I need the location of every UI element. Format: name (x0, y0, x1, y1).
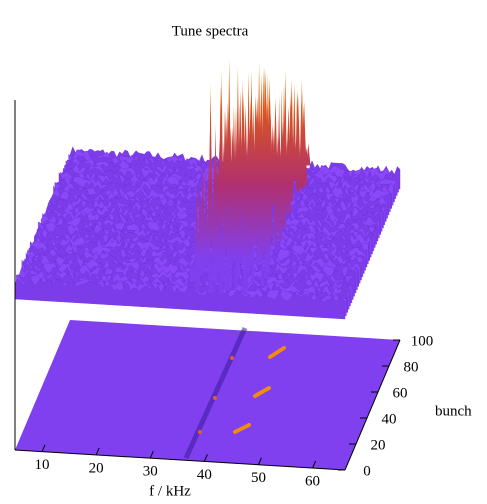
surface-spike (295, 93, 300, 192)
chart-title: Tune spectra (172, 23, 249, 39)
surface-spike (223, 106, 228, 251)
surface-spike (226, 233, 231, 291)
surface-spike (194, 269, 199, 293)
surface-spike (236, 208, 241, 278)
surface-spike (277, 95, 282, 231)
x-tick-label: 50 (251, 470, 266, 486)
surface-spike (208, 84, 213, 240)
y-tick-label: 40 (382, 411, 397, 427)
surface-spike (289, 87, 294, 202)
surface-spike (198, 192, 203, 276)
surface-spike (250, 243, 255, 283)
surface-row (14, 278, 346, 320)
y-tick-label: 80 (404, 359, 419, 375)
surface-spike (267, 107, 272, 240)
x-tick-label: 20 (89, 460, 104, 476)
heatmap-spot (268, 346, 286, 359)
y-tick-label: 0 (363, 463, 371, 479)
x-axis (14, 449, 346, 471)
heatmap-spot (253, 386, 271, 398)
surface-spike (196, 259, 201, 286)
surface-spike (264, 195, 269, 280)
heatmap (15, 320, 400, 470)
surface-spike (245, 175, 250, 276)
surface-spike (223, 265, 228, 291)
surface-spike (250, 188, 255, 266)
x-tick (149, 450, 154, 459)
surface-spike (287, 140, 292, 215)
surface-spike (218, 234, 223, 294)
x-tick-label: 10 (35, 457, 50, 473)
surface-spike (282, 82, 287, 228)
x-tick (257, 457, 262, 465)
surface-spike (300, 91, 305, 189)
x-tick (203, 454, 208, 462)
surface-spike (255, 225, 260, 266)
surface-spike (231, 130, 236, 261)
surface-spike (209, 266, 214, 293)
x-tick (41, 444, 46, 452)
x-tick (312, 460, 317, 469)
surface-spike (278, 200, 283, 241)
surface-spike (260, 252, 265, 286)
surface-spike (213, 224, 218, 284)
heatmap-streak (183, 326, 248, 460)
surface-spike (218, 85, 223, 231)
x-tick-label: 60 (305, 473, 320, 489)
surface-spike (273, 141, 278, 247)
surface-spike (240, 277, 245, 295)
heatmap-spot (230, 356, 234, 360)
surface-spike (193, 225, 198, 282)
surface-spike (303, 138, 308, 186)
x-tick-label: 40 (197, 467, 212, 483)
surface-spike (203, 169, 208, 250)
surface-spike (259, 154, 264, 263)
heatmap-spot (233, 423, 251, 434)
heatmap-plane (15, 320, 400, 470)
y-axis-label: bunch (435, 403, 472, 419)
x-axis-label: f / kHz (149, 483, 191, 499)
surface-spike (233, 256, 238, 288)
x-tick (95, 447, 100, 456)
surface-spike (242, 211, 247, 285)
surface (14, 58, 401, 320)
heatmap-spot (213, 396, 217, 400)
y-tick-label: 100 (411, 333, 434, 349)
surface-spike (189, 258, 194, 282)
surface-spike (207, 227, 212, 270)
surface-spike (243, 275, 248, 295)
heatmap-spot (198, 430, 202, 434)
y-tick-label: 20 (371, 437, 386, 453)
x-tick-label: 30 (143, 464, 158, 480)
y-axis (344, 339, 401, 471)
y-tick-label: 60 (393, 385, 408, 401)
